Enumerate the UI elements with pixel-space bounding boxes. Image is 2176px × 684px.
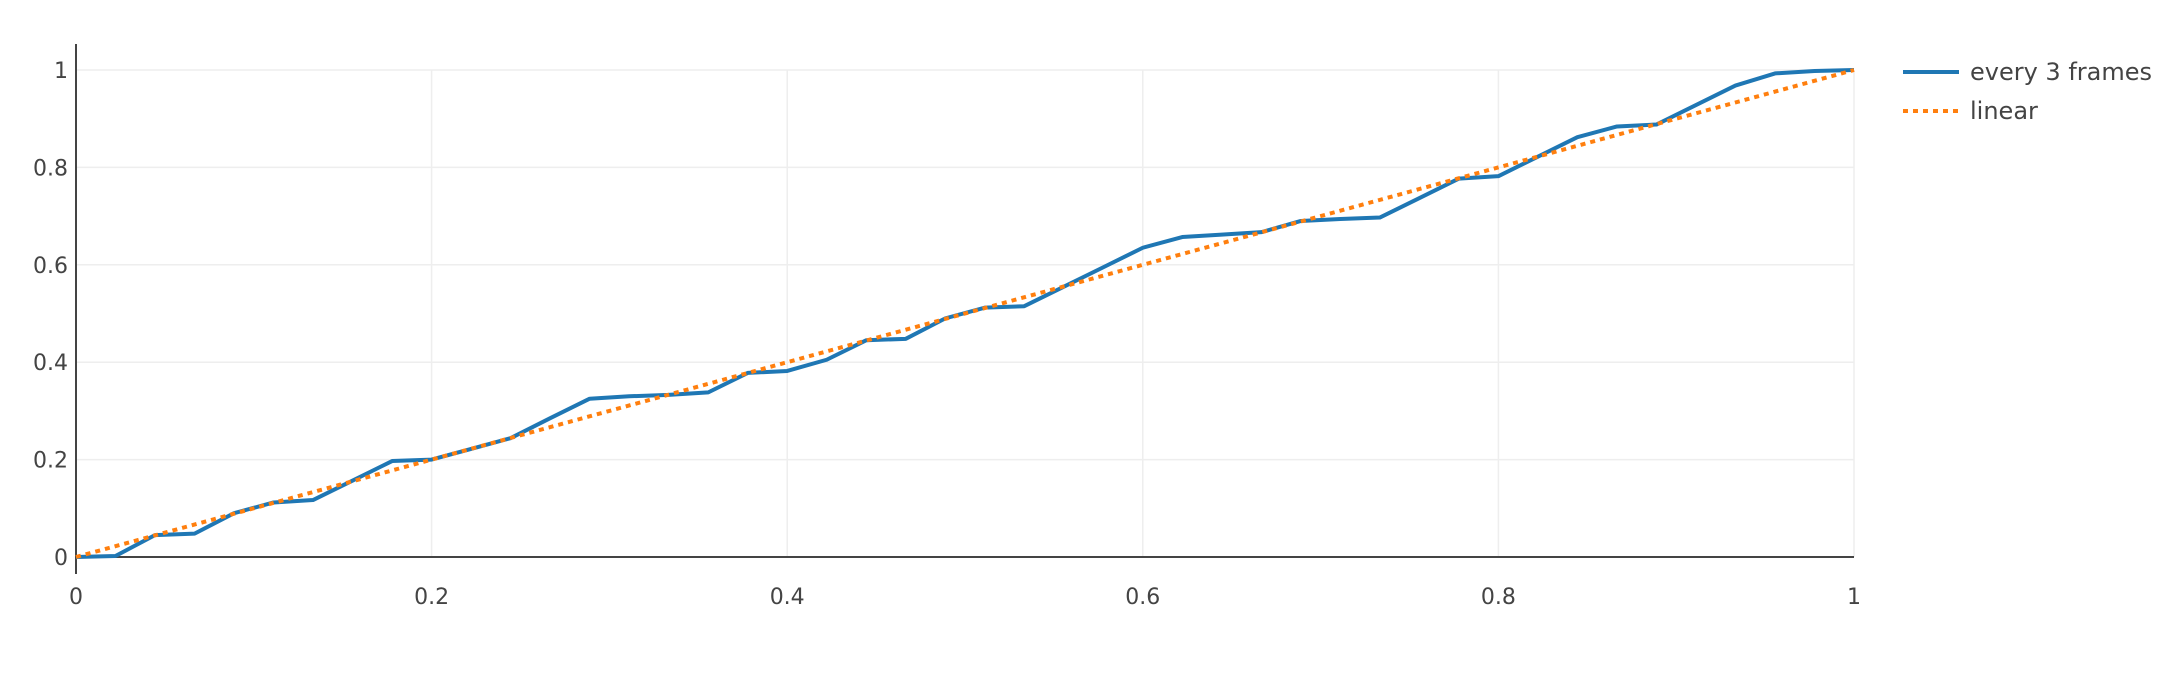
- legend-item-0[interactable]: every 3 frames: [1903, 58, 2152, 86]
- y-tick-label: 0.8: [33, 156, 68, 181]
- y-tick-label: 1: [54, 59, 68, 84]
- legend-label: linear: [1970, 97, 2038, 125]
- series-layer: [75, 68, 1855, 559]
- legend-label: every 3 frames: [1970, 58, 2152, 86]
- grid-layer: [76, 69, 1855, 557]
- x-tick-label: 0.6: [1125, 585, 1160, 610]
- x-tick-label: 0.4: [770, 585, 805, 610]
- x-tick-label: 1: [1847, 585, 1861, 610]
- legend-item-1[interactable]: linear: [1903, 97, 2038, 125]
- x-tick-label: 0.8: [1481, 585, 1516, 610]
- y-tick-label: 0: [54, 546, 68, 571]
- y-tick-label: 0.6: [33, 254, 68, 279]
- series-line-1: [75, 68, 1855, 559]
- y-tick-label: 0.2: [33, 449, 68, 474]
- x-tick-label: 0.2: [414, 585, 449, 610]
- legend[interactable]: every 3 frames linear: [1903, 58, 2152, 125]
- y-tick-label: 0.4: [33, 351, 68, 376]
- axis-layer: 0 0.2 0.4 0.6 0.8 1 0 0.2 0.4 0.6 0.8 1: [33, 44, 1861, 610]
- x-tick-label: 0: [69, 585, 83, 610]
